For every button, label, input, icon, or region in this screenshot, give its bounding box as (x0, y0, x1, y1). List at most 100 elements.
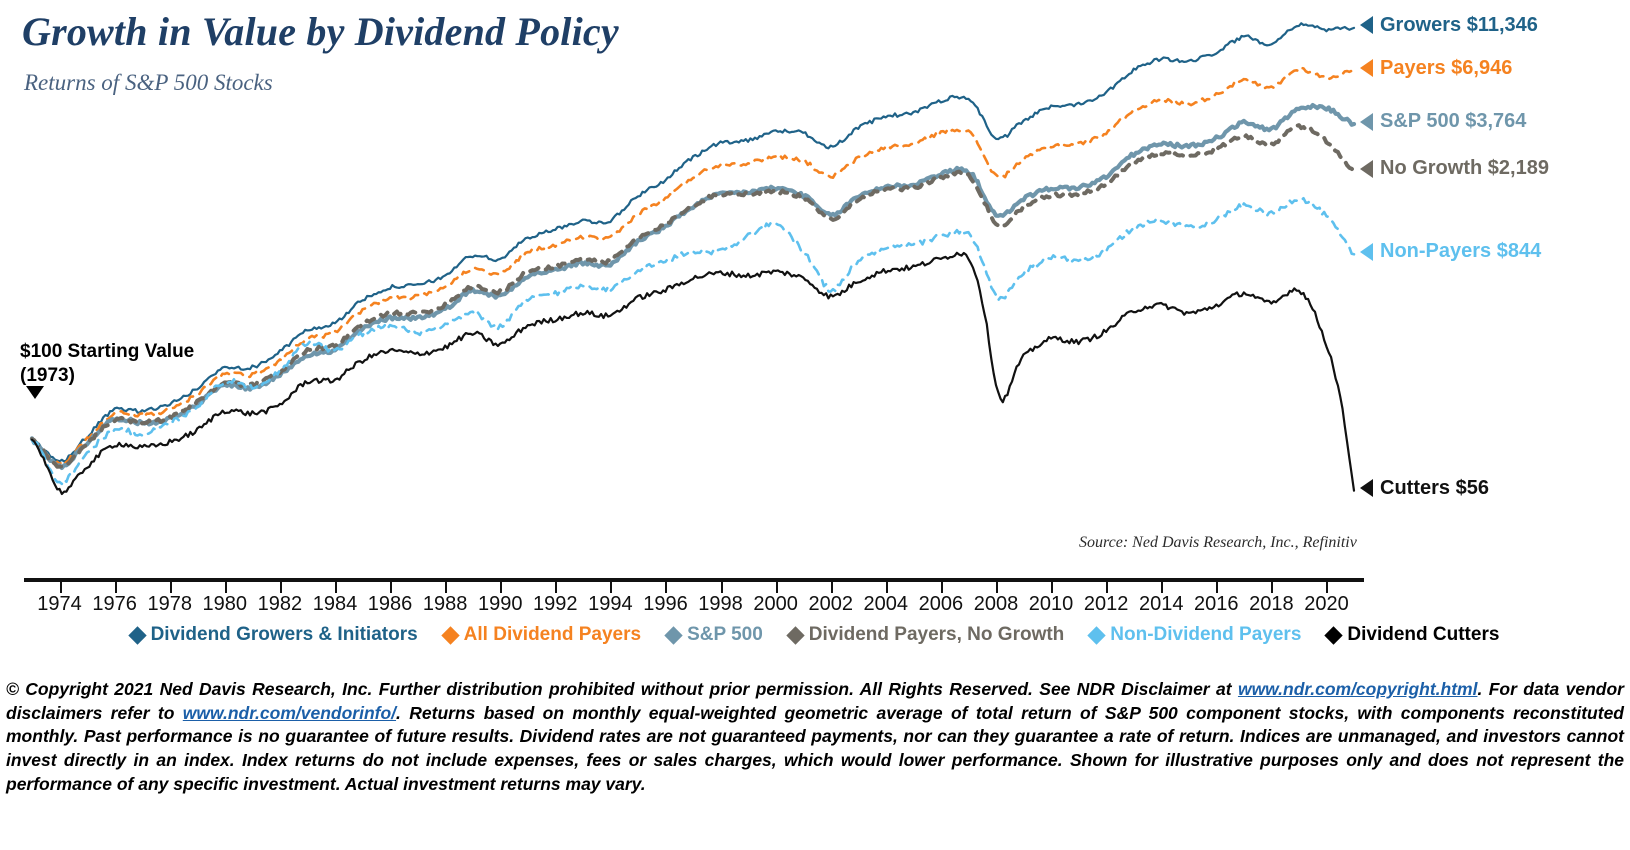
footer-part-4: Dividend rates are not guaranteed paymen… (6, 726, 1624, 794)
page-title: Growth in Value by Dividend Policy (22, 9, 619, 54)
source-note: Source: Ned Davis Research, Inc., Refini… (1079, 534, 1357, 551)
legend-item[interactable]: Dividend Cutters (1324, 624, 1500, 646)
legend-item[interactable]: Non-Dividend Payers (1087, 624, 1302, 646)
series-end-label: Payers $6,946 (1360, 57, 1512, 80)
x-axis: 1974 1976 1978 1980 1982 1984 1986 1988 1990 1992… (24, 578, 1364, 617)
left-triangle-icon (1360, 16, 1373, 35)
footer-part-3: . Returns based on monthly equal-weighte… (6, 702, 1624, 747)
series-line (30, 123, 1356, 469)
x-axis-tick-label: 2018 (1249, 593, 1294, 615)
legend-diamond-icon (1324, 625, 1344, 645)
series-end-label: Cutters $56 (1360, 477, 1489, 500)
x-axis-tick (1326, 582, 1329, 593)
legend-item-label: Dividend Payers, No Growth (808, 624, 1065, 645)
start-value-annotation: $100 Starting Value (1973) (20, 341, 195, 386)
start-value-arrow-icon (26, 386, 44, 399)
chart-legend: Dividend Growers & Initiators All Dividen… (0, 624, 1630, 646)
series-line (30, 66, 1356, 466)
x-axis-labels: 1974 1976 1978 1980 1982 1984 1986 1988 1990 1992… (24, 593, 1364, 617)
x-axis-tick (224, 582, 227, 593)
x-axis-tick (720, 582, 723, 593)
x-axis-tick-label: 2010 (1028, 593, 1074, 615)
series-line (30, 196, 1356, 486)
x-axis-tick (1271, 582, 1274, 593)
x-axis-tick-label: 1984 (312, 593, 358, 615)
x-axis-tick-label: 1986 (367, 593, 413, 615)
x-axis-tick (775, 582, 778, 593)
legend-diamond-icon (664, 625, 683, 645)
legend-item-label: Non-Dividend Payers (1110, 624, 1302, 645)
x-axis-tick (500, 582, 503, 593)
series-end-label: Growers $11,346 (1360, 14, 1538, 37)
x-axis-tick (555, 582, 558, 593)
series-end-label: No Growth $2,189 (1360, 157, 1549, 180)
x-axis-tick (390, 582, 393, 593)
x-axis-tick-label: 1994 (588, 593, 633, 615)
x-axis-tick (59, 582, 62, 593)
x-axis-tick-label: 1976 (92, 593, 137, 615)
x-axis-tick (334, 582, 337, 593)
legend-item-label: All Dividend Payers (463, 624, 642, 645)
x-axis-ticks (24, 582, 1364, 593)
x-axis-tick (169, 582, 172, 593)
legend-diamond-icon (786, 625, 805, 645)
legend-item-label: S&P 500 (687, 624, 763, 645)
x-axis-tick-label: 2012 (1083, 593, 1129, 615)
chart-svg (29, 22, 1357, 496)
series-end-label: S&P 500 $3,764 (1360, 110, 1526, 133)
x-axis-tick-label: 1988 (422, 593, 468, 615)
x-axis-tick-label: 1974 (37, 593, 82, 615)
legend-item-label: Dividend Growers & Initiators (150, 624, 418, 645)
x-axis-tick (885, 582, 888, 593)
x-axis-tick (114, 582, 117, 593)
series-end-label-text: No Growth $2,189 (1380, 157, 1549, 180)
x-axis-tick (830, 582, 833, 593)
series-end-label-text: Payers $6,946 (1380, 56, 1513, 79)
x-axis-tick (995, 582, 998, 593)
legend-diamond-icon (127, 625, 147, 645)
x-axis-tick (279, 582, 282, 593)
left-triangle-icon (1360, 159, 1373, 178)
chart-plot-area (24, 8, 1364, 580)
series-line (30, 251, 1356, 496)
page-subtitle: Returns of S&P 500 Stocks (24, 70, 273, 95)
footer-bold-note: Past performance is no guarantee of futu… (83, 726, 515, 747)
footer-part-2: . For data vendor disclaimers refer to (6, 679, 1624, 723)
x-axis-tick-label: 1996 (643, 593, 688, 615)
legend-item[interactable]: S&P 500 (664, 624, 763, 646)
x-axis-tick-label: 1978 (147, 593, 192, 615)
x-axis-tick-label: 2006 (918, 593, 964, 615)
series-end-label-text: Growers $11,346 (1380, 13, 1538, 36)
x-axis-tick-label: 1990 (477, 593, 523, 615)
legend-item[interactable]: Dividend Payers, No Growth (786, 624, 1065, 646)
legend-diamond-icon (1087, 625, 1106, 645)
left-triangle-icon (1360, 112, 1373, 131)
x-axis-tick-label: 1982 (257, 593, 303, 615)
legend-diamond-icon (440, 625, 460, 645)
ndr-vendorinfo-link[interactable]: www.ndr.com/vendorinfo/ (182, 702, 397, 723)
legend-item-label: Dividend Cutters (1347, 624, 1500, 645)
x-axis-tick-label: 2016 (1194, 593, 1239, 615)
x-axis-tick (1051, 582, 1054, 593)
left-triangle-icon (1360, 479, 1373, 498)
x-axis-tick-label: 1992 (533, 593, 578, 615)
series-line (29, 102, 1357, 471)
legend-item[interactable]: All Dividend Payers (440, 624, 642, 646)
series-end-label-text: Cutters $56 (1380, 476, 1489, 499)
series-end-label: Non-Payers $844 (1360, 240, 1541, 263)
x-axis-tick (445, 582, 448, 593)
x-axis-tick-label: 1980 (202, 593, 248, 615)
x-axis-line (24, 578, 1364, 582)
x-axis-tick-label: 2008 (973, 593, 1019, 615)
left-triangle-icon (1360, 59, 1373, 78)
legend-item[interactable]: Dividend Growers & Initiators (127, 624, 418, 646)
x-axis-tick-label: 2000 (753, 593, 798, 615)
x-axis-tick-label: 1998 (698, 593, 743, 615)
x-axis-tick-label: 2004 (863, 593, 909, 615)
x-axis-tick (940, 582, 943, 593)
series-end-label-text: S&P 500 $3,764 (1380, 110, 1527, 132)
ndr-copyright-link[interactable]: www.ndr.com/copyright.html (1237, 679, 1478, 699)
x-axis-tick (610, 582, 613, 593)
x-axis-tick-label: 2014 (1138, 593, 1184, 615)
